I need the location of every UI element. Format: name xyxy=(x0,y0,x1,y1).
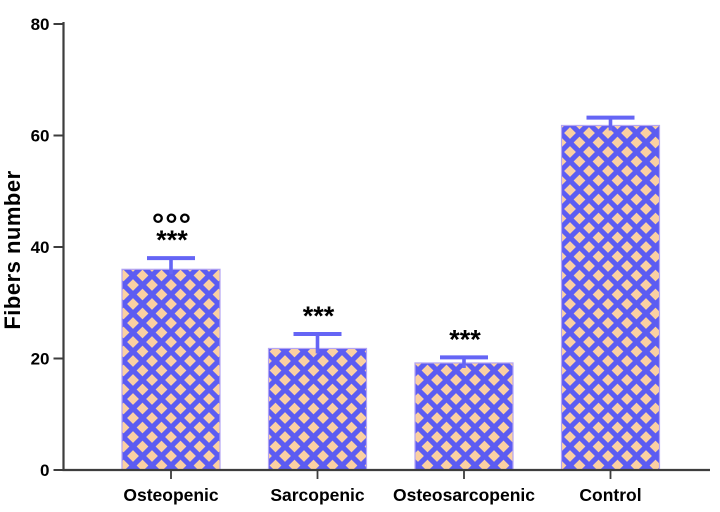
y-tick-label-80: 80 xyxy=(31,15,50,34)
y-axis-title: Fibers number xyxy=(0,170,25,329)
x-tick-label-sarcopenic: Sarcopenic xyxy=(270,485,365,505)
bars-layer: ***°°°****** xyxy=(121,115,661,471)
significance-asterisks-osteopenic: *** xyxy=(156,225,188,255)
bar-sarcopenic xyxy=(267,347,368,471)
significance-circles-osteopenic: °°° xyxy=(152,207,192,242)
bar-osteopenic xyxy=(121,268,221,471)
x-tick-label-osteosarcopenic: Osteosarcopenic xyxy=(393,485,535,505)
bar-control xyxy=(560,124,661,471)
y-tick-label-20: 20 xyxy=(31,350,50,369)
y-tick-label-0: 0 xyxy=(40,461,49,480)
bar-osteosarcopenic xyxy=(414,362,514,471)
x-tick-label-osteopenic: Osteopenic xyxy=(123,485,219,505)
y-tick-label-40: 40 xyxy=(31,238,50,257)
significance-asterisks-osteosarcopenic: *** xyxy=(449,324,481,354)
y-tick-label-60: 60 xyxy=(31,127,50,146)
x-tick-label-control: Control xyxy=(579,485,641,505)
significance-asterisks-sarcopenic: *** xyxy=(303,301,335,331)
axes-layer: Osteopenic Sarcopenic Osteosarcopenic Contr… xyxy=(31,15,710,505)
